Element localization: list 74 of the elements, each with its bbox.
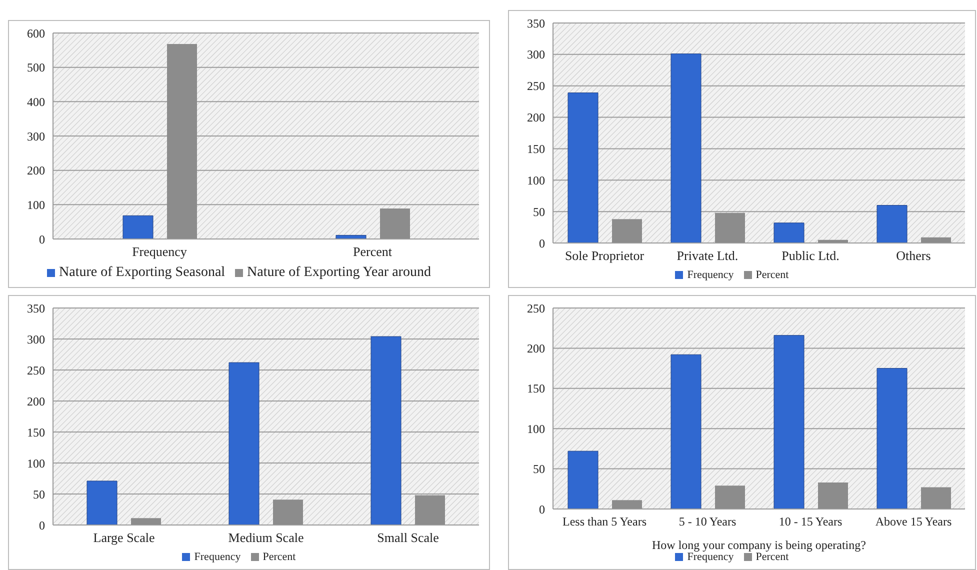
bar	[415, 495, 445, 525]
bar	[167, 44, 197, 239]
legend-label: Percent	[756, 551, 789, 563]
y-tick-label: 100	[527, 422, 545, 436]
x-tick-label: Frequency	[132, 244, 188, 260]
y-tick-label: 150	[527, 142, 545, 156]
y-tick-label: 200	[27, 164, 45, 178]
bar	[774, 222, 804, 243]
y-tick-label: 150	[527, 382, 545, 396]
bar	[228, 362, 260, 525]
y-tick-label: 300	[27, 332, 45, 346]
y-tick-label: 50	[533, 462, 545, 476]
x-tick-label: Sole Proprietor	[564, 248, 645, 264]
y-tick-label: 300	[527, 48, 545, 62]
legend-label: Nature of Exporting Year around	[247, 265, 431, 280]
y-tick-label: 200	[527, 341, 545, 356]
y-tick-label: 250	[27, 363, 45, 378]
bar	[818, 482, 848, 509]
bar	[715, 486, 745, 509]
bar	[568, 450, 598, 509]
y-tick-label: 100	[527, 173, 545, 188]
x-tick-label: Large Scale	[93, 530, 155, 546]
x-tick-label: Others	[896, 248, 931, 264]
bar	[612, 219, 642, 243]
legend-label: Percent	[262, 551, 296, 563]
y-tick-label: 400	[27, 94, 45, 109]
bar	[774, 335, 804, 509]
x-tick-label: Private Ltd.	[676, 248, 738, 264]
bar	[131, 518, 161, 525]
y-tick-label: 250	[527, 79, 545, 94]
y-tick-label: 100	[27, 198, 45, 212]
y-tick-label: 0	[39, 232, 45, 246]
y-tick-label: 600	[27, 26, 45, 40]
y-tick-label: 200	[27, 394, 45, 408]
y-tick-label: 200	[527, 110, 545, 125]
x-axis-title: How long your company is being operating?	[652, 538, 866, 552]
y-tick-label: 350	[527, 16, 545, 30]
legend-label: Frequency	[687, 551, 734, 563]
y-tick-label: 50	[33, 487, 45, 502]
legend-label: Frequency	[194, 551, 241, 563]
bar	[876, 368, 908, 509]
bar	[380, 208, 410, 239]
bar	[86, 480, 118, 525]
x-tick-label: Above 15 Years	[875, 514, 952, 529]
y-tick-label: 0	[539, 236, 545, 250]
y-tick-label: 300	[27, 129, 45, 144]
legend-label: Frequency	[687, 269, 734, 281]
legend-label: Percent	[756, 269, 789, 281]
bar	[370, 336, 402, 525]
bar	[122, 215, 154, 239]
bar	[715, 212, 745, 243]
x-tick-label: Less than 5 Years	[562, 514, 647, 529]
y-tick-label: 0	[539, 502, 545, 516]
bar	[568, 92, 598, 243]
x-tick-label: Percent	[353, 244, 392, 260]
x-tick-label: Public Ltd.	[782, 248, 840, 264]
y-tick-label: 0	[39, 518, 45, 532]
y-tick-label: 250	[527, 301, 545, 316]
y-tick-label: 100	[27, 456, 45, 470]
x-tick-label: 5 - 10 Years	[678, 514, 736, 529]
bar	[612, 500, 642, 509]
y-tick-label: 50	[533, 204, 545, 219]
x-tick-label: Small Scale	[377, 530, 440, 546]
y-tick-label: 500	[27, 60, 45, 75]
y-tick-label: 150	[27, 425, 45, 440]
legend-label: Nature of Exporting Seasonal	[59, 265, 226, 280]
bar	[670, 54, 702, 243]
x-tick-label: 10 - 15 Years	[778, 514, 842, 529]
bar	[876, 205, 908, 243]
y-tick-label: 350	[27, 301, 45, 316]
x-tick-label: Medium Scale	[228, 530, 304, 546]
bar	[273, 500, 303, 525]
bar	[921, 487, 951, 509]
bar	[670, 354, 702, 509]
